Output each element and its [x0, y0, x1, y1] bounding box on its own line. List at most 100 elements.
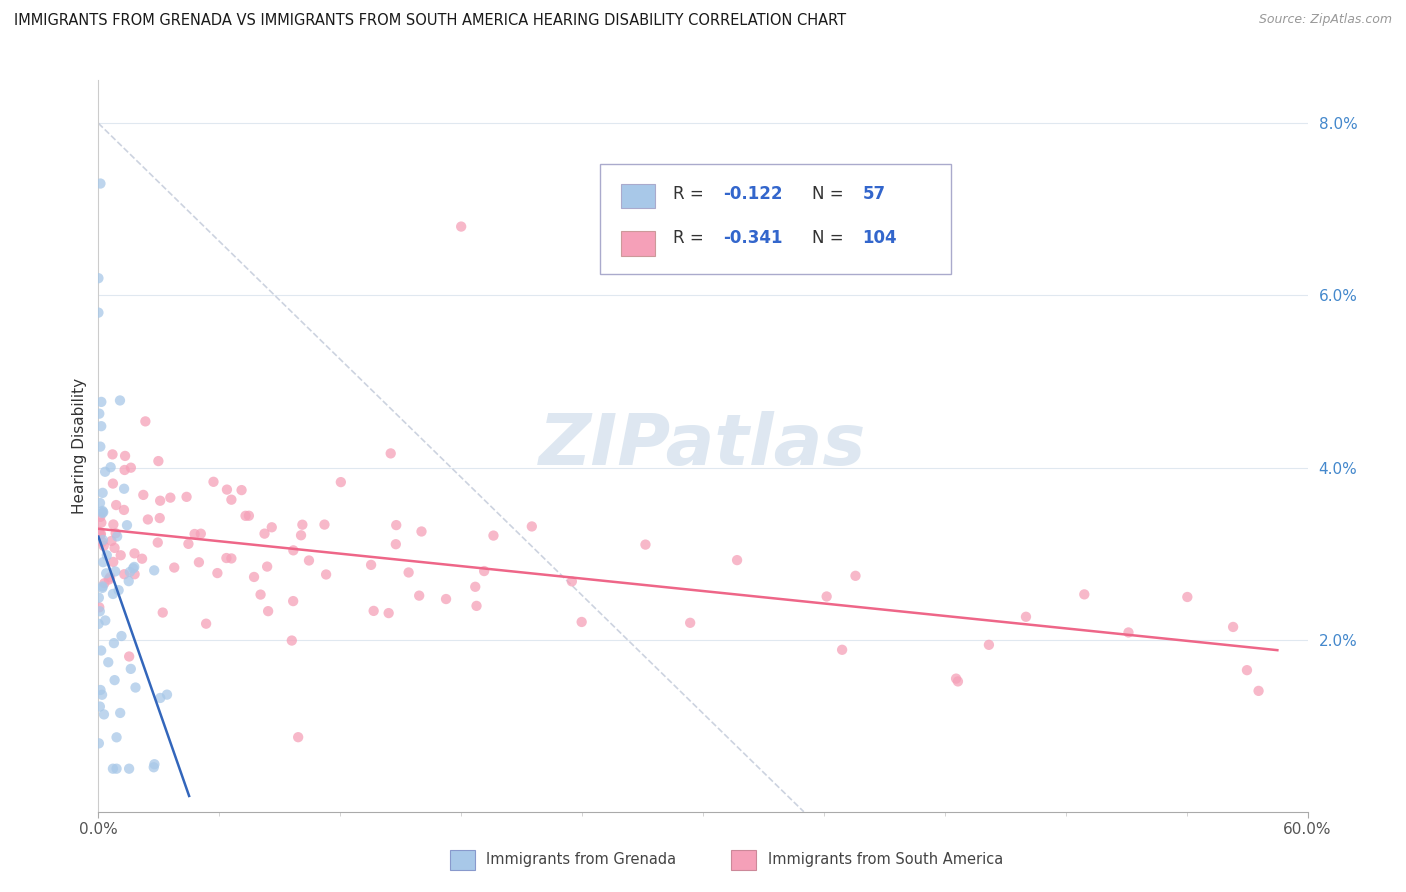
Point	[134, 414, 156, 428]
Text: Immigrants from Grenada: Immigrants from Grenada	[486, 853, 676, 867]
Point	[815, 590, 838, 604]
Point	[100, 460, 122, 475]
Point	[221, 551, 243, 566]
Point	[190, 526, 212, 541]
Point	[122, 561, 145, 575]
Point	[87, 736, 110, 750]
Point	[363, 604, 385, 618]
Point	[89, 604, 111, 618]
Point	[105, 762, 128, 776]
Point	[231, 483, 253, 497]
Point	[94, 614, 117, 628]
Point	[260, 520, 283, 534]
Point	[104, 673, 127, 687]
Point	[108, 393, 131, 408]
Point	[93, 576, 115, 591]
Point	[207, 566, 229, 580]
Point	[90, 643, 112, 657]
Point	[249, 588, 271, 602]
Point	[101, 762, 124, 776]
Point	[122, 560, 145, 574]
Point	[253, 526, 276, 541]
Point	[91, 688, 114, 702]
Point	[120, 460, 142, 475]
Point	[87, 524, 110, 539]
Point	[118, 649, 141, 664]
Point	[725, 553, 748, 567]
Point	[100, 533, 122, 548]
Point	[87, 305, 110, 319]
Point	[256, 559, 278, 574]
Point	[105, 498, 128, 512]
Point	[89, 600, 111, 615]
Point	[103, 517, 125, 532]
Point	[105, 731, 128, 745]
Point	[87, 271, 110, 285]
Text: 104: 104	[863, 228, 897, 246]
Point	[131, 551, 153, 566]
FancyBboxPatch shape	[600, 164, 950, 274]
Point	[89, 683, 111, 698]
Point	[118, 762, 141, 776]
Point	[89, 407, 111, 421]
Point	[89, 527, 111, 541]
Point	[98, 570, 121, 584]
Point	[91, 579, 114, 593]
Point	[91, 581, 114, 595]
Point	[464, 580, 486, 594]
Point	[91, 504, 114, 518]
Point	[93, 707, 115, 722]
Point	[90, 516, 112, 530]
Point	[163, 560, 186, 574]
Point	[110, 548, 132, 562]
Point	[103, 636, 125, 650]
Point	[187, 555, 209, 569]
Point	[152, 606, 174, 620]
Point	[1236, 663, 1258, 677]
Y-axis label: Hearing Disability: Hearing Disability	[72, 378, 87, 514]
Point	[97, 655, 120, 669]
Point	[1073, 587, 1095, 601]
Point	[482, 528, 505, 542]
Point	[91, 533, 114, 547]
Point	[96, 549, 118, 563]
Point	[377, 606, 399, 620]
Point	[315, 567, 337, 582]
Point	[360, 558, 382, 572]
Point	[142, 760, 165, 774]
Text: R =: R =	[672, 228, 709, 246]
Point	[1247, 684, 1270, 698]
Point	[89, 699, 111, 714]
Point	[472, 564, 495, 578]
Point	[143, 563, 166, 577]
Point	[221, 492, 243, 507]
Point	[243, 570, 266, 584]
Point	[977, 638, 1000, 652]
Point	[235, 508, 257, 523]
Point	[177, 537, 200, 551]
Point	[1175, 590, 1198, 604]
Point	[465, 599, 488, 613]
Point	[114, 449, 136, 463]
Point	[89, 509, 111, 524]
Point	[112, 482, 135, 496]
Point	[149, 690, 172, 705]
Point	[103, 541, 125, 555]
Point	[398, 566, 420, 580]
Point	[283, 594, 305, 608]
Text: Immigrants from South America: Immigrants from South America	[768, 853, 1002, 867]
Point	[156, 688, 179, 702]
Text: R =: R =	[672, 185, 709, 202]
Point	[290, 528, 312, 542]
Point	[90, 527, 112, 541]
Point	[149, 493, 172, 508]
Point	[571, 615, 593, 629]
Text: 57: 57	[863, 185, 886, 202]
Point	[89, 440, 111, 454]
Point	[115, 518, 138, 533]
Point	[385, 518, 408, 533]
FancyBboxPatch shape	[621, 184, 655, 209]
Point	[132, 488, 155, 502]
Point	[124, 567, 146, 582]
Point	[329, 475, 352, 489]
